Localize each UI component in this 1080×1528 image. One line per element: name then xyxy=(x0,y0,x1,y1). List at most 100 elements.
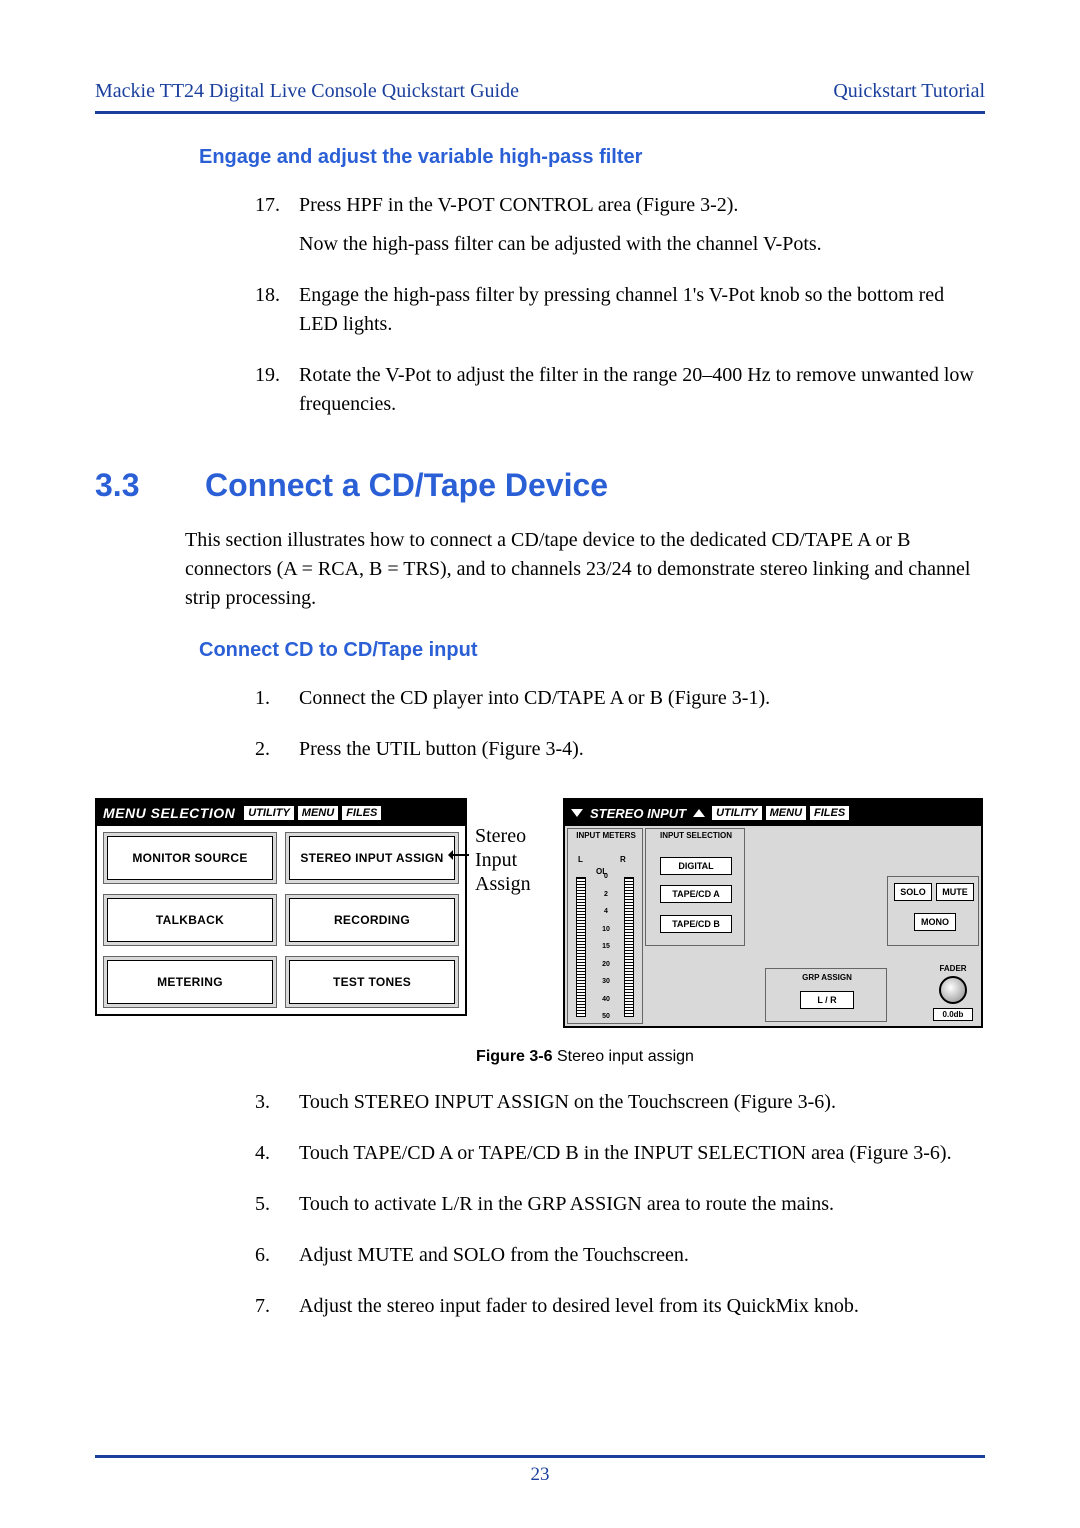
subheading-hpf: Engage and adjust the variable high-pass… xyxy=(185,146,985,169)
step-num: 18. xyxy=(255,281,299,349)
meter-tick: 15 xyxy=(594,943,618,950)
triangle-up-icon[interactable] xyxy=(693,809,705,817)
input-selection-box: INPUT SELECTION DIGITAL TAPE/CD A TAPE/C… xyxy=(645,828,745,946)
btn-solo[interactable]: SOLO xyxy=(894,883,932,901)
meter-tick: 10 xyxy=(594,926,618,933)
btn-tapecd-b[interactable]: TAPE/CD B xyxy=(660,915,732,933)
btn-label: METERING xyxy=(107,960,273,1004)
btn-tapecd-a[interactable]: TAPE/CD A xyxy=(660,885,732,903)
panelA-tabbar: MENU SELECTION UTILITY MENU FILES xyxy=(97,800,465,826)
input-meters-box: INPUT METERS L R OL 024101520304050 xyxy=(567,828,643,1024)
step-num: 2. xyxy=(255,735,299,774)
annotation-arrow-icon xyxy=(451,854,469,856)
meter-tick: 50 xyxy=(594,1013,618,1020)
step-num: 4. xyxy=(255,1139,299,1178)
label-R: R xyxy=(620,855,626,864)
step-text: Adjust the stereo input fader to desired… xyxy=(299,1292,985,1321)
btn-label: TEST TONES xyxy=(289,960,455,1004)
fader-box: FADER 0.0db xyxy=(925,964,981,1024)
step-num: 5. xyxy=(255,1190,299,1229)
figure-3-6: MENU SELECTION UTILITY MENU FILES MONITO… xyxy=(95,798,985,1028)
grp-assign-label: GRP ASSIGN xyxy=(766,973,888,982)
figure-annotation: Stereo Input Assign xyxy=(475,798,555,896)
tab-utility[interactable]: UTILITY xyxy=(711,805,763,821)
meter-tick: 40 xyxy=(594,996,618,1003)
step-num: 1. xyxy=(255,684,299,723)
label-L: L xyxy=(578,855,583,864)
btn-label: STEREO INPUT ASSIGN xyxy=(289,836,455,880)
panelB-title: STEREO INPUT xyxy=(587,806,689,821)
tab-menu[interactable]: MENU xyxy=(297,805,339,821)
step-num: 19. xyxy=(255,361,299,429)
btn-test-tones[interactable]: TEST TONES xyxy=(285,956,459,1008)
stereo-input-panel: STEREO INPUT UTILITY MENU FILES INPUT ME… xyxy=(563,798,983,1028)
meter-tick: 20 xyxy=(594,961,618,968)
btn-label: RECORDING xyxy=(289,898,455,942)
annotation-text: Stereo Input Assign xyxy=(475,824,555,896)
btn-digital[interactable]: DIGITAL xyxy=(660,857,732,875)
page-number: 23 xyxy=(0,1464,1080,1486)
step-num: 3. xyxy=(255,1088,299,1127)
fader-knob-icon[interactable] xyxy=(939,976,967,1004)
step-num: 17. xyxy=(255,191,299,269)
header-left: Mackie TT24 Digital Live Console Quickst… xyxy=(95,80,519,103)
fader-label: FADER xyxy=(925,964,981,973)
panelB-tabbar: STEREO INPUT UTILITY MENU FILES xyxy=(565,800,981,826)
triangle-down-icon[interactable] xyxy=(571,809,583,817)
step-text: Touch TAPE/CD A or TAPE/CD B in the INPU… xyxy=(299,1139,985,1168)
meter-tick: 2 xyxy=(594,891,618,898)
tab-files[interactable]: FILES xyxy=(809,805,850,821)
subheading-connect-cd: Connect CD to CD/Tape input xyxy=(185,639,985,662)
btn-recording[interactable]: RECORDING xyxy=(285,894,459,946)
section-number: 3.3 xyxy=(95,467,205,504)
btn-talkback[interactable]: TALKBACK xyxy=(103,894,277,946)
page-header: Mackie TT24 Digital Live Console Quickst… xyxy=(95,80,985,111)
section-title: Connect a CD/Tape Device xyxy=(205,467,608,504)
grp-assign-box: GRP ASSIGN L / R xyxy=(765,968,887,1022)
step-text: Now the high-pass filter can be adjusted… xyxy=(299,230,985,259)
step-text: Press the UTIL button (Figure 3-4). xyxy=(299,735,985,764)
meter-tick: 30 xyxy=(594,978,618,985)
panelA-title: MENU SELECTION xyxy=(97,805,241,821)
step-text: Touch STEREO INPUT ASSIGN on the Touchsc… xyxy=(299,1088,985,1117)
btn-metering[interactable]: METERING xyxy=(103,956,277,1008)
step-text: Engage the high-pass filter by pressing … xyxy=(299,281,985,339)
section-intro: This section illustrates how to connect … xyxy=(185,526,985,613)
meter-tick: 4 xyxy=(594,908,618,915)
fader-value: 0.0db xyxy=(933,1008,973,1021)
meter-left xyxy=(576,877,586,1017)
input-meters-label: INPUT METERS xyxy=(568,832,644,841)
footer-rule xyxy=(95,1455,985,1458)
step-text: Touch to activate L/R in the GRP ASSIGN … xyxy=(299,1190,985,1219)
hpf-steps: 17. Press HPF in the V-POT CONTROL area … xyxy=(185,191,985,429)
tab-files[interactable]: FILES xyxy=(341,805,382,821)
btn-lr[interactable]: L / R xyxy=(800,991,854,1009)
menu-selection-panel: MENU SELECTION UTILITY MENU FILES MONITO… xyxy=(95,798,467,1016)
figure-caption-rest: Stereo input assign xyxy=(553,1048,694,1065)
step-text: Rotate the V-Pot to adjust the filter in… xyxy=(299,361,985,419)
figure-caption: Figure 3-6 Stereo input assign xyxy=(185,1048,985,1066)
step-text: Adjust MUTE and SOLO from the Touchscree… xyxy=(299,1241,985,1270)
connect-steps-bottom: 3. Touch STEREO INPUT ASSIGN on the Touc… xyxy=(185,1088,985,1331)
btn-stereo-input-assign[interactable]: STEREO INPUT ASSIGN xyxy=(285,832,459,884)
solo-mute-mono-box: SOLO MUTE MONO xyxy=(887,876,979,946)
btn-label: TALKBACK xyxy=(107,898,273,942)
btn-monitor-source[interactable]: MONITOR SOURCE xyxy=(103,832,277,884)
btn-mono[interactable]: MONO xyxy=(914,913,956,931)
meter-tick: 0 xyxy=(594,873,618,880)
header-right: Quickstart Tutorial xyxy=(833,80,985,103)
header-rule xyxy=(95,111,985,114)
connect-steps-top: 1. Connect the CD player into CD/TAPE A … xyxy=(185,684,985,774)
btn-label: MONITOR SOURCE xyxy=(107,836,273,880)
step-text: Connect the CD player into CD/TAPE A or … xyxy=(299,684,985,713)
input-selection-label: INPUT SELECTION xyxy=(646,832,746,841)
btn-mute[interactable]: MUTE xyxy=(936,883,974,901)
step-num: 6. xyxy=(255,1241,299,1280)
step-num: 7. xyxy=(255,1292,299,1331)
step-text: Press HPF in the V-POT CONTROL area (Fig… xyxy=(299,191,985,220)
meter-right xyxy=(624,877,634,1017)
tab-menu[interactable]: MENU xyxy=(765,805,807,821)
figure-caption-bold: Figure 3-6 xyxy=(476,1048,552,1065)
tab-utility[interactable]: UTILITY xyxy=(243,805,295,821)
section-heading: 3.3 Connect a CD/Tape Device xyxy=(95,467,985,504)
